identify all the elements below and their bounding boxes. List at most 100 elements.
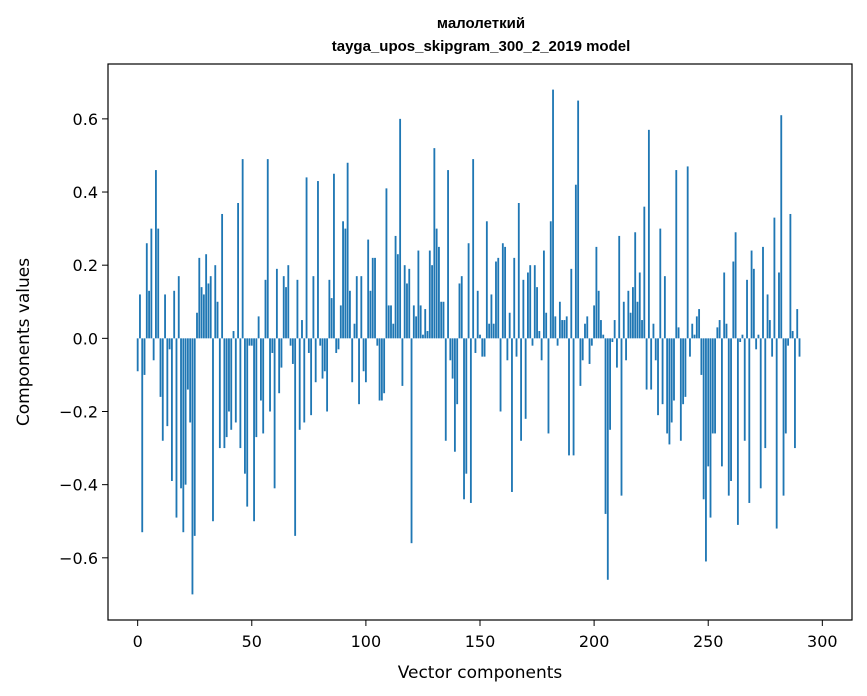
bar <box>467 243 470 339</box>
bar <box>469 338 472 503</box>
bar <box>186 338 189 390</box>
bar <box>196 312 198 339</box>
bar <box>218 338 221 449</box>
bar <box>177 276 180 339</box>
bar <box>310 338 313 416</box>
bar <box>552 89 554 339</box>
bar <box>264 279 267 339</box>
bar <box>410 338 413 544</box>
bar <box>698 309 701 339</box>
bar <box>771 338 774 357</box>
y-tick-label: −0.4 <box>59 476 98 495</box>
bar <box>563 320 566 339</box>
bar <box>620 338 623 496</box>
bar <box>239 338 242 449</box>
bar <box>205 254 208 339</box>
bar <box>565 316 568 339</box>
chart-title: малолеткий <box>437 15 525 32</box>
bar <box>198 257 201 339</box>
bar <box>323 338 326 372</box>
bar <box>383 338 386 394</box>
bar <box>736 338 739 525</box>
bar <box>280 338 283 368</box>
bar <box>237 203 239 339</box>
bar <box>312 276 315 339</box>
bar <box>269 338 271 412</box>
bar <box>419 305 422 339</box>
bar <box>275 268 278 339</box>
bar <box>520 338 522 441</box>
x-tick-label: 50 <box>242 632 262 651</box>
bar <box>417 250 420 339</box>
bar <box>675 170 678 339</box>
bar <box>139 294 141 339</box>
bar <box>447 170 449 339</box>
bar <box>253 338 255 522</box>
bar <box>353 323 356 339</box>
bar <box>207 283 210 339</box>
bar <box>301 320 303 339</box>
bar <box>294 338 297 536</box>
bar <box>554 316 557 339</box>
bar <box>223 338 226 449</box>
bar <box>524 338 527 419</box>
bar <box>474 338 477 353</box>
bar <box>670 338 673 423</box>
y-axis-ticks: −0.6 −0.4 −0.2 0.0 0.2 0.4 0.6 <box>59 110 108 568</box>
bar <box>780 115 783 339</box>
bar <box>657 338 659 416</box>
bar <box>401 338 404 386</box>
bar <box>335 338 338 353</box>
bar <box>511 338 513 492</box>
bar <box>663 276 666 339</box>
bar <box>641 320 643 339</box>
bar <box>538 331 541 339</box>
bar <box>730 338 732 481</box>
bar <box>743 338 746 441</box>
bar <box>349 290 351 339</box>
bar <box>481 338 484 357</box>
bar <box>159 338 162 397</box>
bar <box>460 276 463 339</box>
bar <box>558 301 561 339</box>
bar <box>759 338 762 489</box>
bar <box>522 279 525 339</box>
bar <box>784 338 787 434</box>
bar <box>709 338 712 518</box>
bar <box>355 276 358 339</box>
bar <box>230 338 233 430</box>
bar <box>326 338 329 412</box>
bar <box>262 338 265 434</box>
bar <box>568 338 570 456</box>
bar <box>346 162 349 339</box>
bar <box>483 338 486 357</box>
bar <box>622 301 625 339</box>
bar <box>376 338 379 346</box>
bar <box>193 338 196 536</box>
bar <box>479 334 481 339</box>
bar <box>750 250 753 339</box>
bar <box>775 338 778 529</box>
y-axis-label: Components values <box>14 258 34 426</box>
bar <box>762 246 764 339</box>
bar <box>319 338 322 346</box>
bar <box>682 338 685 405</box>
chart-subtitle: tayga_upos_skipgram_300_2_2019 model <box>332 38 631 55</box>
bar <box>191 338 194 595</box>
bar <box>787 338 790 346</box>
bar <box>627 290 630 339</box>
bar <box>711 338 714 434</box>
bar <box>495 261 497 339</box>
bar <box>342 221 344 339</box>
bar <box>748 338 751 503</box>
bar <box>616 338 618 368</box>
bar <box>362 338 365 372</box>
bar <box>561 320 564 339</box>
bar <box>659 228 662 339</box>
bar <box>632 287 634 339</box>
bar <box>778 272 780 339</box>
x-tick-label: 100 <box>351 632 382 651</box>
bar <box>768 320 771 339</box>
bar <box>250 338 253 346</box>
